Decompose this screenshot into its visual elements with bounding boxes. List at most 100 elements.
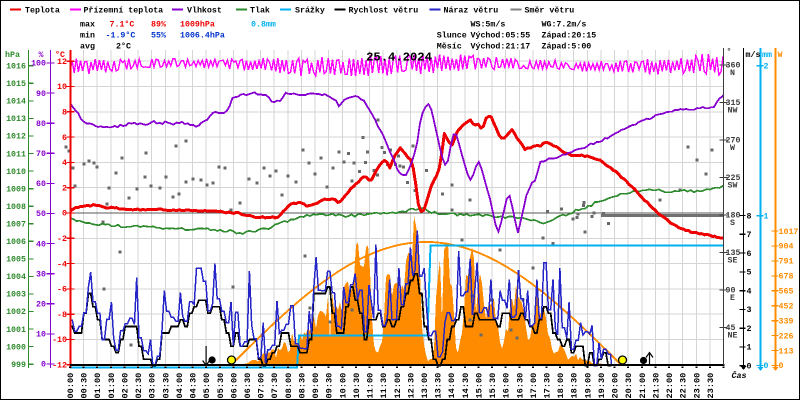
svg-text:15:30: 15:30 — [488, 373, 498, 399]
svg-text:0: 0 — [779, 362, 784, 371]
svg-text:W: W — [778, 51, 783, 60]
svg-text:1017: 1017 — [779, 228, 799, 237]
svg-text:8: 8 — [747, 212, 752, 221]
svg-text:10: 10 — [36, 331, 46, 340]
svg-text:12:00: 12:00 — [393, 373, 403, 399]
svg-text:min: min — [80, 31, 95, 41]
svg-text:1: 1 — [764, 212, 769, 221]
svg-text:2: 2 — [62, 184, 67, 193]
svg-text:23:00: 23:00 — [692, 373, 702, 399]
svg-text:60: 60 — [36, 180, 46, 189]
svg-text:0.8mm: 0.8mm — [251, 21, 276, 30]
svg-text:-10: -10 — [52, 336, 67, 345]
svg-text:1003: 1003 — [6, 291, 26, 300]
svg-text:0: 0 — [41, 361, 46, 370]
svg-text:45: 45 — [726, 324, 736, 333]
svg-text:11:30: 11:30 — [379, 373, 389, 399]
svg-text:-12: -12 — [52, 362, 67, 371]
svg-text:-1.9°C: -1.9°C — [106, 32, 136, 41]
svg-text:135: 135 — [726, 249, 741, 258]
svg-text:1013: 1013 — [6, 115, 26, 124]
svg-text:452: 452 — [779, 302, 794, 311]
svg-text:WG:7.2m/s: WG:7.2m/s — [542, 20, 587, 30]
svg-text:10: 10 — [57, 83, 67, 92]
svg-text:1007: 1007 — [6, 220, 26, 229]
svg-text:S: S — [730, 219, 735, 228]
svg-text:13:00: 13:00 — [420, 373, 430, 399]
svg-text:2: 2 — [764, 63, 769, 72]
svg-text:03:00: 03:00 — [148, 373, 158, 399]
svg-text:m/s: m/s — [746, 50, 761, 60]
svg-text:339: 339 — [779, 317, 794, 326]
svg-text:07:30: 07:30 — [270, 373, 280, 399]
svg-text:1006: 1006 — [6, 238, 26, 247]
svg-text:-8: -8 — [57, 311, 67, 320]
svg-text:hPa: hPa — [5, 50, 20, 60]
svg-text:18:00: 18:00 — [556, 373, 566, 399]
svg-text:50: 50 — [36, 210, 46, 219]
svg-text:16:00: 16:00 — [502, 373, 512, 399]
svg-text:1011: 1011 — [6, 150, 26, 159]
svg-text:Východ:05:55: Východ:05:55 — [471, 31, 531, 41]
svg-text:06:30: 06:30 — [243, 373, 253, 399]
svg-text:Západ:5:00: Západ:5:00 — [542, 42, 592, 52]
svg-text:Tlak: Tlak — [250, 6, 270, 16]
svg-text:Přízemní teplota: Přízemní teplota — [84, 6, 164, 16]
svg-text:791: 791 — [779, 258, 794, 267]
svg-text:01:00: 01:00 — [93, 373, 103, 399]
svg-text:5: 5 — [747, 269, 752, 278]
svg-text:1014: 1014 — [6, 98, 26, 107]
svg-text:06:00: 06:00 — [229, 373, 239, 399]
svg-text:270: 270 — [726, 137, 741, 146]
svg-text:-2: -2 — [57, 235, 67, 244]
svg-text:3: 3 — [747, 306, 752, 315]
svg-text:1016: 1016 — [6, 63, 26, 72]
svg-text:12:30: 12:30 — [406, 373, 416, 399]
svg-text:20:30: 20:30 — [624, 373, 634, 399]
svg-text:0: 0 — [764, 362, 769, 371]
svg-text:Srážky: Srážky — [295, 6, 325, 16]
svg-text:21:30: 21:30 — [651, 373, 661, 399]
svg-text:02:00: 02:00 — [121, 373, 131, 399]
svg-text:80: 80 — [36, 120, 46, 129]
svg-text:7.1°C: 7.1°C — [110, 21, 135, 30]
svg-text:17:30: 17:30 — [543, 373, 553, 399]
svg-text:03:30: 03:30 — [161, 373, 171, 399]
svg-text:8: 8 — [62, 109, 67, 118]
svg-text:04:30: 04:30 — [189, 373, 199, 399]
svg-text:09:30: 09:30 — [325, 373, 335, 399]
svg-text:W: W — [730, 144, 735, 153]
svg-text:90: 90 — [36, 90, 46, 99]
svg-text:Náraz větru: Náraz větru — [444, 6, 499, 16]
svg-text:20:00: 20:00 — [611, 373, 621, 399]
svg-text:4: 4 — [62, 159, 67, 168]
svg-text:23:30: 23:30 — [706, 373, 716, 399]
svg-text:25.4.2024: 25.4.2024 — [366, 51, 432, 65]
svg-text:225: 225 — [726, 174, 741, 183]
svg-text:10:30: 10:30 — [352, 373, 362, 399]
svg-text:14:00: 14:00 — [447, 373, 457, 399]
svg-text:14:30: 14:30 — [461, 373, 471, 399]
svg-text:Vlhkost: Vlhkost — [187, 6, 222, 16]
svg-text:315: 315 — [726, 99, 741, 108]
svg-text:4: 4 — [747, 287, 752, 296]
svg-text:7: 7 — [747, 231, 752, 240]
svg-text:70: 70 — [36, 150, 46, 159]
svg-text:226: 226 — [779, 332, 794, 341]
svg-text:05:30: 05:30 — [216, 373, 226, 399]
svg-text:18:30: 18:30 — [570, 373, 580, 399]
svg-text:999: 999 — [11, 361, 26, 370]
svg-text:max: max — [80, 21, 95, 30]
svg-text:1008: 1008 — [6, 203, 26, 212]
svg-text:360: 360 — [726, 62, 741, 71]
svg-text:Čas: Čas — [732, 370, 747, 381]
svg-text:Měsíc: Měsíc — [437, 42, 462, 52]
svg-text:10:00: 10:00 — [338, 373, 348, 399]
svg-text:avg: avg — [80, 43, 95, 52]
svg-text:Teplota: Teplota — [25, 6, 60, 16]
svg-text:22:30: 22:30 — [679, 373, 689, 399]
svg-text:NE: NE — [728, 332, 738, 341]
svg-text:6: 6 — [62, 134, 67, 143]
svg-text:11:00: 11:00 — [366, 373, 376, 399]
svg-text:00:00: 00:00 — [66, 373, 76, 399]
